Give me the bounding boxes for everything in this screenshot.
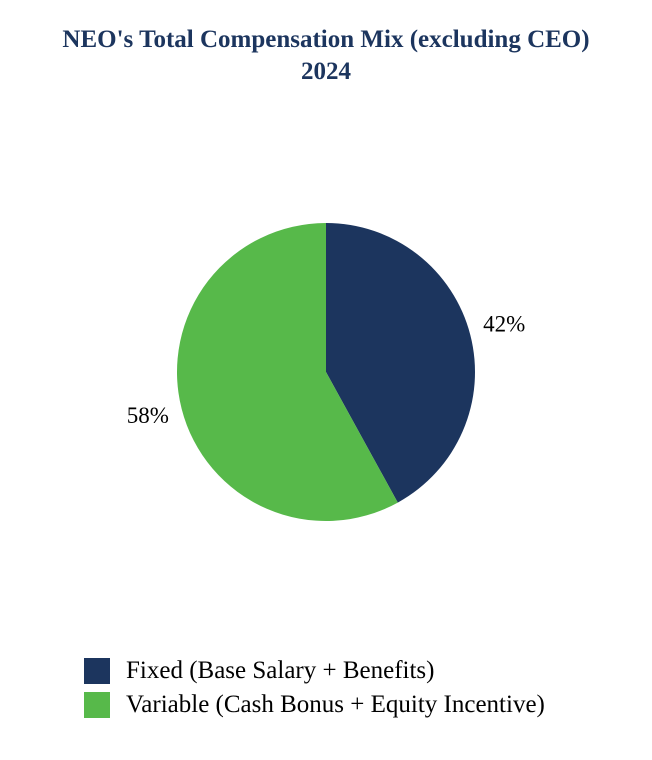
chart-title: NEO's Total Compensation Mix (excluding … xyxy=(62,26,590,85)
pie-labels: 42% 58% xyxy=(127,312,526,429)
legend-item-variable: Variable (Cash Bonus + Equity Incentive) xyxy=(84,688,545,722)
pie-slices xyxy=(177,223,476,521)
pie-slice-0 xyxy=(326,223,476,503)
legend-swatch-variable xyxy=(84,692,110,718)
pie-data-label-0: 42% xyxy=(483,312,525,337)
legend: Fixed (Base Salary + Benefits) Variable … xyxy=(84,654,545,722)
legend-item-fixed: Fixed (Base Salary + Benefits) xyxy=(84,654,545,688)
legend-swatch-fixed xyxy=(84,658,110,684)
legend-label-variable: Variable (Cash Bonus + Equity Incentive) xyxy=(126,691,545,718)
pie-data-label-1: 58% xyxy=(127,403,169,428)
legend-label-fixed: Fixed (Base Salary + Benefits) xyxy=(126,657,435,684)
pie-slice-1 xyxy=(177,223,398,521)
